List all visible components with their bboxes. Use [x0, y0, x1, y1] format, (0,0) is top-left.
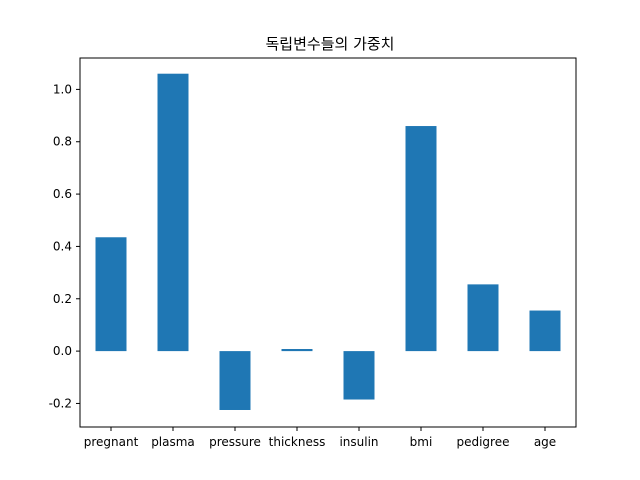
x-tick-label-pregnant: pregnant: [84, 435, 139, 449]
x-tick-label-pedigree: pedigree: [456, 435, 509, 449]
y-tick-label: 0.2: [53, 292, 72, 306]
bar-pressure: [219, 351, 251, 410]
x-tick-label-pressure: pressure: [209, 435, 261, 449]
x-tick-label-insulin: insulin: [339, 435, 378, 449]
x-tick-label-thickness: thickness: [269, 435, 326, 449]
bars-group: [95, 73, 561, 410]
bar-age: [529, 310, 561, 352]
x-tick-label-plasma: plasma: [151, 435, 195, 449]
bar-pedigree: [467, 284, 499, 352]
plot-frame: [79, 57, 577, 428]
bar-insulin: [343, 351, 375, 400]
y-tick-label: 0.4: [53, 239, 72, 253]
chart-title: 독립변수들의 가중치: [266, 35, 395, 53]
bar-bmi: [405, 126, 437, 352]
bar-pregnant: [95, 237, 127, 352]
y-tick-label: 0.8: [53, 135, 72, 149]
y-axis: -0.2 0.0 0.2 0.4 0.6 0.8 1.0: [49, 82, 80, 410]
y-tick-label: 1.0: [53, 82, 72, 96]
bar-plasma: [157, 73, 189, 352]
y-tick-label: -0.2: [49, 396, 72, 410]
x-tick-label-bmi: bmi: [410, 435, 433, 449]
x-tick-label-age: age: [534, 435, 556, 449]
y-tick-label: 0.0: [53, 344, 72, 358]
bar-thickness: [281, 349, 313, 352]
x-axis: pregnant plasma pressure thickness insulin bm…: [84, 427, 556, 449]
y-tick-label: 0.6: [53, 187, 72, 201]
